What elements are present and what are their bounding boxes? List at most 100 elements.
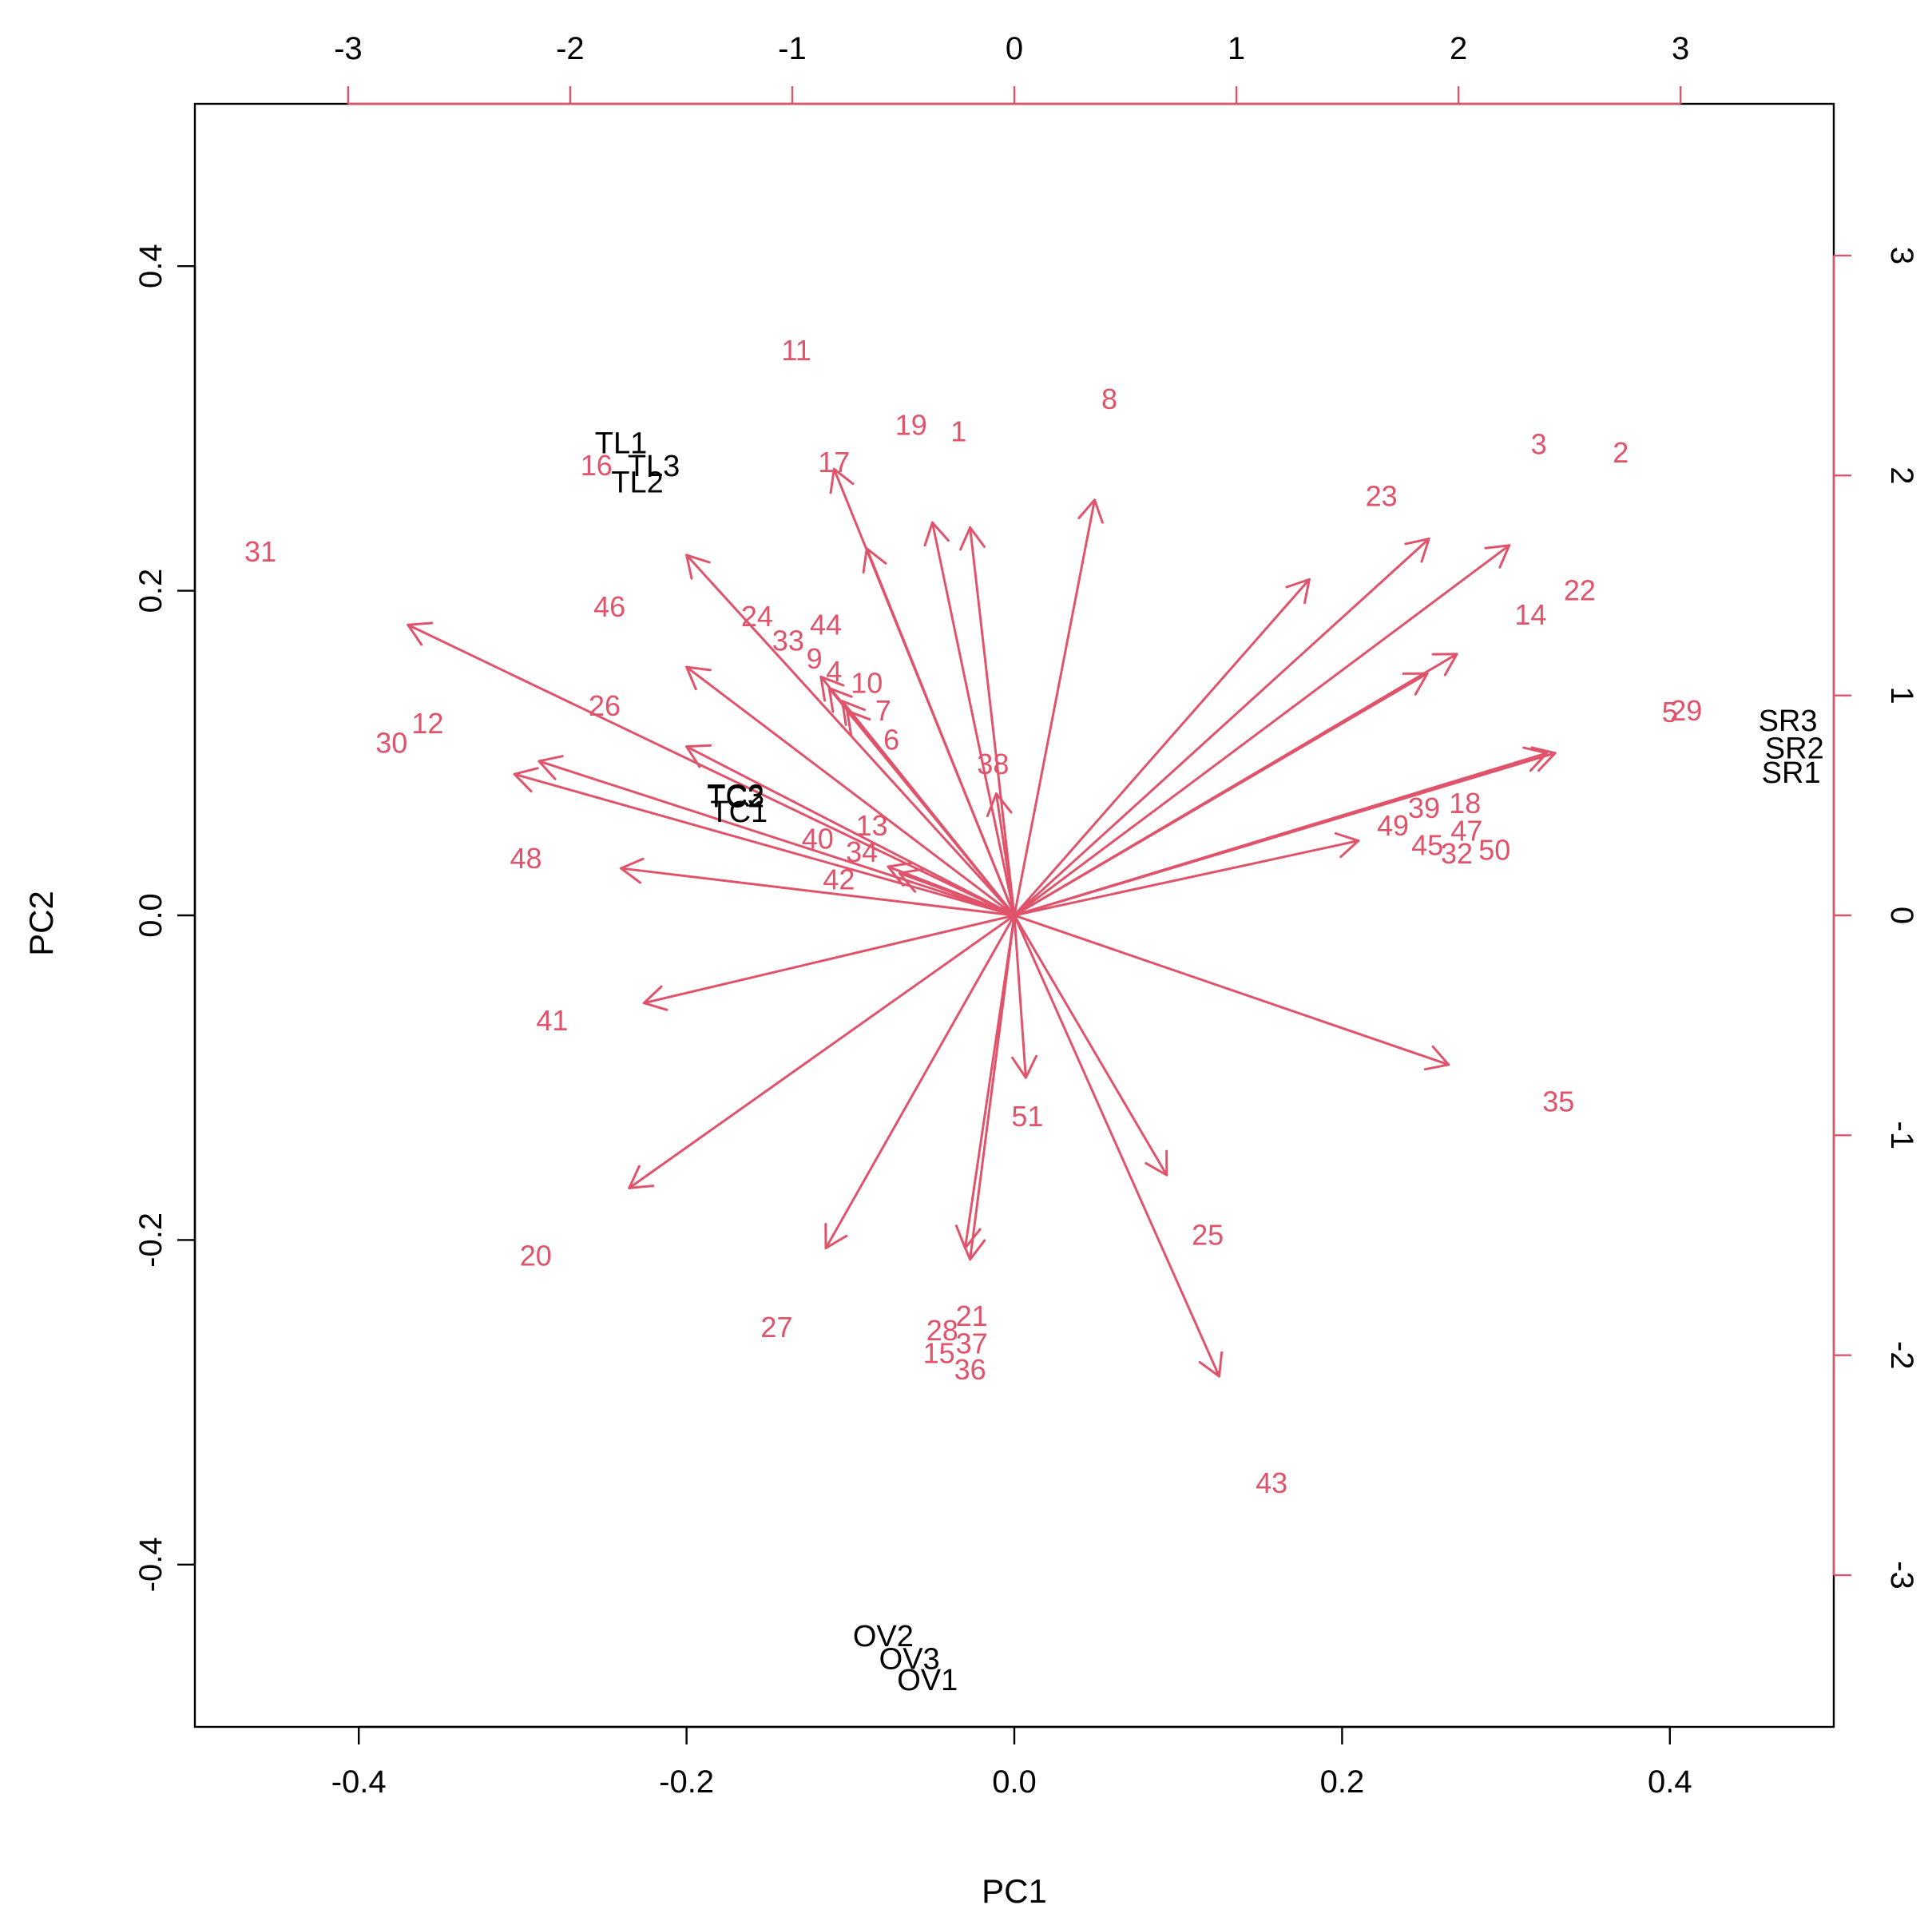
variable-label: TL1 bbox=[595, 427, 647, 461]
observation-label: 21 bbox=[956, 1300, 988, 1332]
y-tick-label: 0.2 bbox=[133, 569, 169, 613]
arrow-head bbox=[1011, 1054, 1037, 1079]
right-tick-label: -1 bbox=[1884, 1121, 1919, 1150]
observation-label: 31 bbox=[244, 535, 276, 568]
variable-label: TL2 bbox=[611, 466, 663, 499]
observation-label: 36 bbox=[954, 1353, 986, 1386]
arrow-shaft bbox=[898, 871, 1016, 917]
arrow-head bbox=[1402, 672, 1429, 696]
arrow-shaft bbox=[685, 665, 1016, 917]
arrow-shaft bbox=[963, 914, 1016, 1250]
loading-arrow bbox=[824, 914, 1016, 1250]
observation-label: 41 bbox=[536, 1004, 568, 1037]
arrow-head bbox=[1431, 653, 1458, 677]
arrow-head bbox=[1423, 1045, 1450, 1071]
observation-label: 3 bbox=[1531, 428, 1547, 461]
observation-label: 37 bbox=[956, 1327, 988, 1359]
observation-label: 14 bbox=[1514, 598, 1546, 631]
loading-arrow bbox=[628, 914, 1016, 1189]
observation-label: 27 bbox=[760, 1311, 792, 1343]
arrow-head bbox=[642, 985, 668, 1011]
arrow-head bbox=[986, 792, 1013, 817]
arrow-head bbox=[829, 467, 855, 494]
arrow-shaft bbox=[824, 914, 1016, 1250]
arrow-shaft bbox=[1013, 914, 1027, 1079]
observation-label: 12 bbox=[411, 707, 443, 740]
right-tick-label: 1 bbox=[1884, 687, 1919, 704]
observation-label: 18 bbox=[1449, 787, 1481, 820]
arrow-shaft bbox=[969, 526, 1016, 917]
observation-label: 26 bbox=[589, 689, 621, 722]
arrow-shaft bbox=[1013, 914, 1450, 1066]
observation-label: 25 bbox=[1192, 1218, 1224, 1251]
variable-label: TC2 bbox=[707, 781, 764, 815]
observation-label: 17 bbox=[818, 446, 850, 478]
y-axis-left: -0.4 -0.2 0.0 0.2 0.4 bbox=[133, 244, 196, 1592]
observation-label: 35 bbox=[1542, 1086, 1574, 1118]
observation-label: 13 bbox=[855, 809, 887, 842]
top-tick-label: 3 bbox=[1672, 31, 1689, 66]
loading-arrow bbox=[1013, 538, 1430, 917]
arrow-head bbox=[954, 1224, 982, 1250]
loading-arrow bbox=[1013, 914, 1450, 1071]
arrow-shaft bbox=[620, 867, 1016, 917]
loading-arrow bbox=[898, 867, 1016, 917]
right-tick-label: 0 bbox=[1884, 907, 1919, 924]
arrow-head bbox=[628, 1165, 655, 1189]
arrow-head bbox=[887, 861, 914, 887]
arrow-head bbox=[685, 744, 712, 768]
x-tick-label: -0.4 bbox=[331, 1764, 387, 1800]
arrow-head bbox=[841, 700, 866, 726]
top-tick-label: 0 bbox=[1006, 31, 1023, 66]
loading-arrow bbox=[513, 767, 1016, 917]
loading-arrow bbox=[959, 526, 1016, 917]
observation-label: 48 bbox=[510, 842, 542, 875]
arrow-shaft bbox=[1013, 914, 1168, 1177]
observation-label: 34 bbox=[846, 835, 878, 868]
observation-label: 16 bbox=[581, 449, 613, 482]
right-tick-label: 2 bbox=[1884, 466, 1919, 484]
top-tick-label: -2 bbox=[556, 31, 585, 66]
arrow-head bbox=[513, 767, 539, 793]
observation-label: 29 bbox=[1670, 694, 1702, 727]
arrow-shaft bbox=[1013, 839, 1360, 917]
loading-arrow bbox=[407, 621, 1016, 917]
arrow-shaft bbox=[1013, 544, 1511, 917]
y-tick-label: -0.4 bbox=[133, 1537, 169, 1592]
right-tick-label: -3 bbox=[1884, 1561, 1919, 1590]
variable-label: SR1 bbox=[1762, 756, 1821, 790]
observation-label: 38 bbox=[977, 748, 1009, 780]
observation-label: 50 bbox=[1478, 834, 1510, 867]
loading-arrow bbox=[1013, 498, 1104, 917]
x-tick-label: 0.2 bbox=[1320, 1764, 1365, 1800]
observation-label: 20 bbox=[520, 1240, 552, 1272]
variable-label: TC1 bbox=[710, 796, 768, 829]
observation-label: 1 bbox=[950, 415, 966, 447]
observation-label: 32 bbox=[1441, 837, 1473, 870]
arrow-head bbox=[898, 867, 925, 893]
arrow-shaft bbox=[865, 547, 1016, 917]
observation-label: 9 bbox=[807, 642, 823, 675]
loading-arrow bbox=[1013, 653, 1458, 917]
loading-arrow bbox=[846, 709, 1016, 917]
arrow-shaft bbox=[930, 521, 1016, 917]
arrow-head bbox=[923, 521, 950, 547]
observation-label: 22 bbox=[1564, 574, 1596, 607]
y-axis-right: -3 -2 -1 0 1 2 3 bbox=[1832, 247, 1919, 1590]
y-tick-label: -0.2 bbox=[133, 1213, 169, 1268]
x-tick-label: -0.2 bbox=[659, 1764, 714, 1800]
observation-label: 11 bbox=[781, 334, 811, 367]
arrow-shaft bbox=[1013, 653, 1458, 917]
loading-arrow bbox=[642, 914, 1016, 1011]
top-tick-label: 1 bbox=[1228, 31, 1245, 66]
loading-arrow bbox=[862, 547, 1016, 917]
arrow-head bbox=[1285, 577, 1311, 605]
arrow-shaft bbox=[846, 709, 1016, 917]
observation-label: 4 bbox=[826, 655, 842, 688]
variable-label: SR2 bbox=[1765, 732, 1824, 766]
observation-label: 7 bbox=[875, 694, 891, 727]
arrow-shaft bbox=[642, 914, 1016, 1005]
loading-arrow bbox=[685, 665, 1016, 917]
